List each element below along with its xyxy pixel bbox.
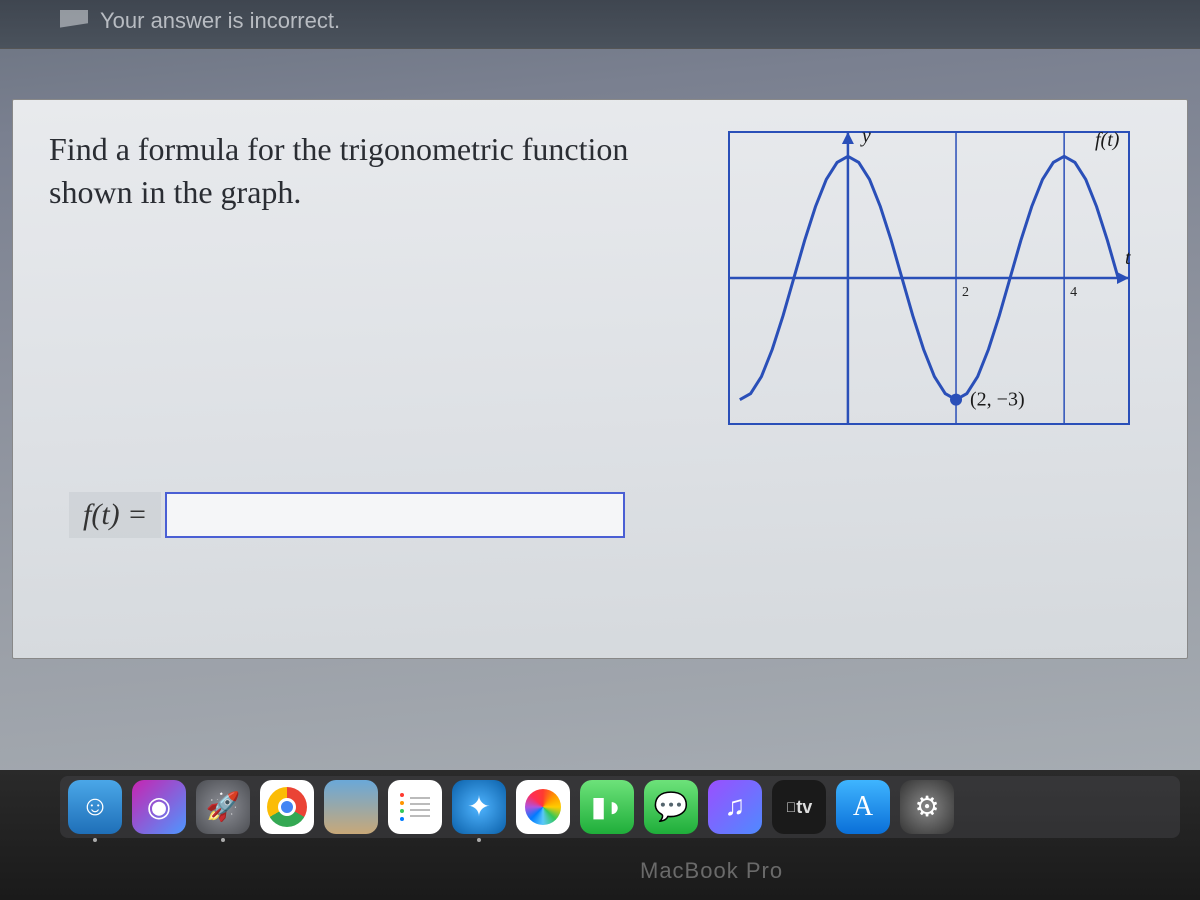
answer-input[interactable] [165,492,625,538]
flag-icon [60,10,88,32]
svg-text:4: 4 [1070,285,1077,300]
question-card: Find a formula for the trigonometric fun… [12,99,1188,659]
dock-messages[interactable]: 💬 [644,780,698,834]
dock-appstore[interactable]: A [836,780,890,834]
dock-settings[interactable]: ⚙ [900,780,954,834]
answer-row: f(t) = [69,492,625,538]
dock-area: ☺◉🚀 ✦ ▮◗💬♫tvA⚙ MacBook Pro [0,770,1200,900]
dock-facetime[interactable]: ▮◗ [580,780,634,834]
dock-appletv[interactable]: tv [772,780,826,834]
dock: ☺◉🚀 ✦ ▮◗💬♫tvA⚙ [60,776,1180,838]
dock-siri[interactable]: ◉ [132,780,186,834]
svg-text:t: t [1125,247,1131,269]
screen-area: Your answer is incorrect. Find a formula… [0,0,1200,815]
svg-text:2: 2 [962,285,969,300]
dock-reminders[interactable] [388,780,442,834]
feedback-text: Your answer is incorrect. [100,8,340,34]
svg-text:y: y [860,125,871,147]
device-label: MacBook Pro [640,858,783,884]
svg-text:f(t): f(t) [1095,129,1120,151]
dock-finder[interactable]: ☺ [68,780,122,834]
feedback-banner: Your answer is incorrect. [0,0,1200,49]
answer-label: f(t) = [69,492,161,538]
svg-text:(2, −3): (2, −3) [970,389,1025,411]
dock-chrome[interactable] [260,780,314,834]
function-graph: 2 4 (2, −3) y t f(t) [719,118,1159,438]
question-prompt: Find a formula for the trigonometric fun… [49,128,649,214]
dock-safari[interactable]: ✦ [452,780,506,834]
dock-desktop[interactable] [324,780,378,834]
dock-photos[interactable] [516,780,570,834]
dock-music[interactable]: ♫ [708,780,762,834]
dock-launchpad[interactable]: 🚀 [196,780,250,834]
